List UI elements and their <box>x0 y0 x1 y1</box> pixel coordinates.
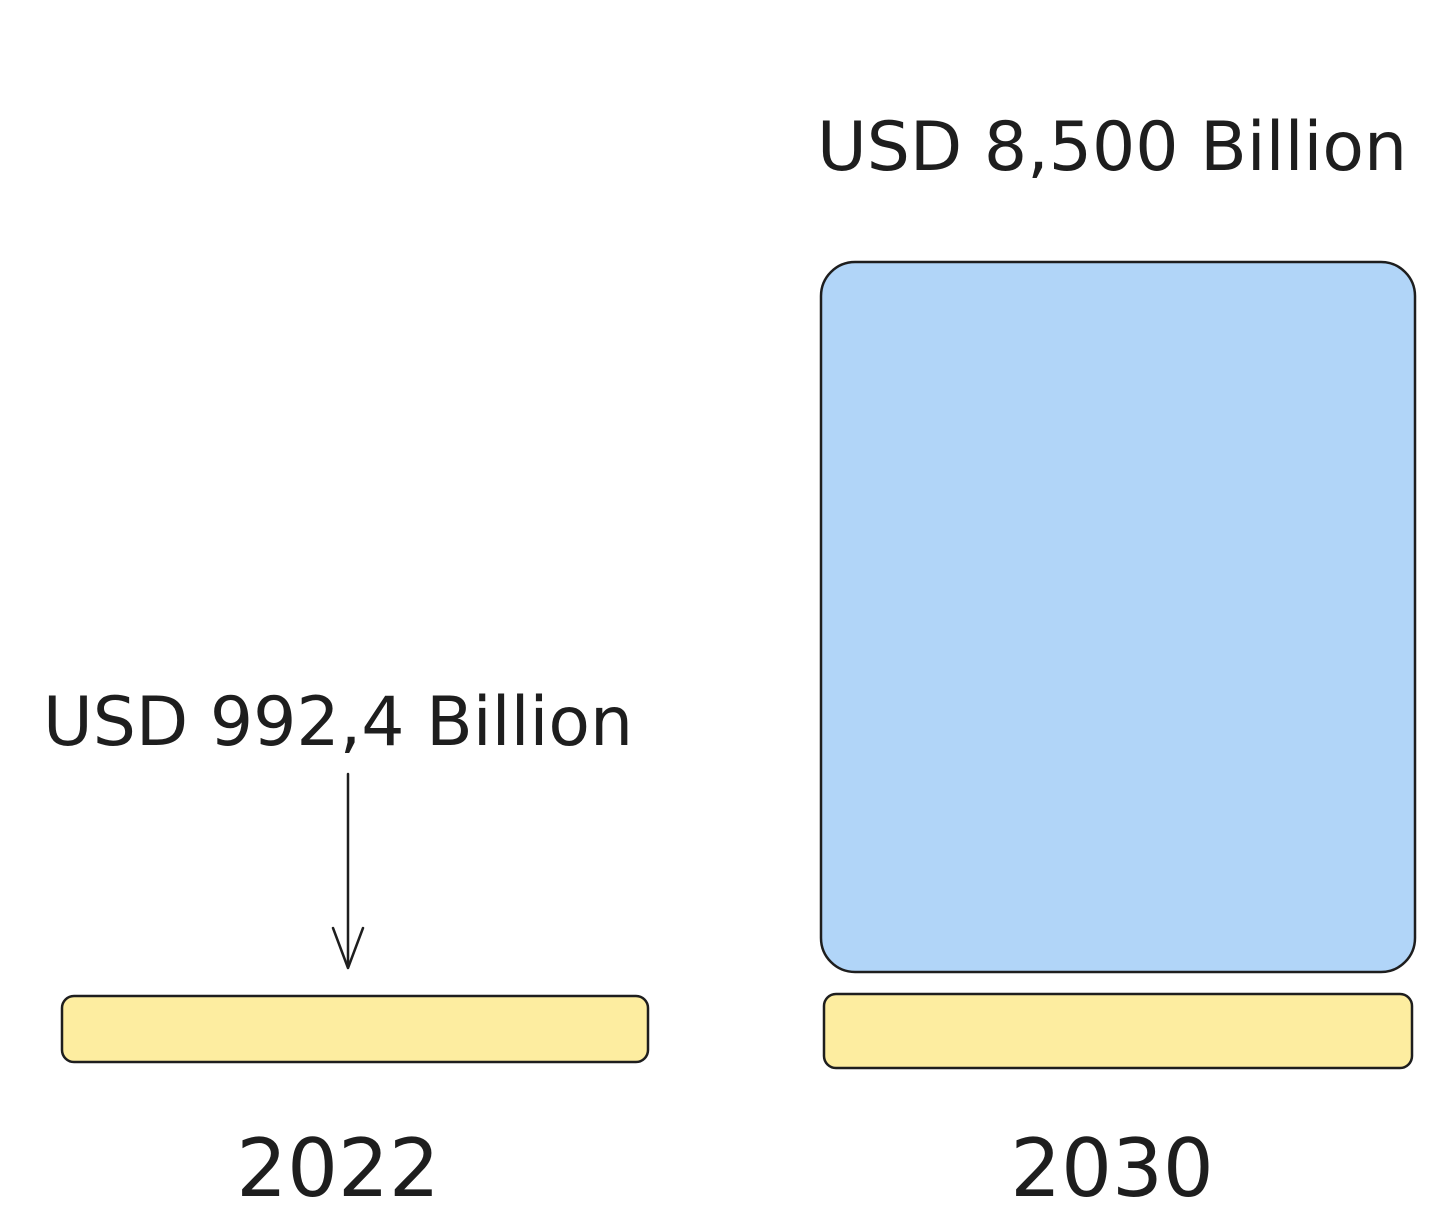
value-bar-2030 <box>819 260 1417 974</box>
base-bar-2022 <box>60 994 650 1064</box>
value-label-2030: USD 8,500 Billion <box>817 108 1407 187</box>
category-label-2022: 2022 <box>236 1122 440 1215</box>
value-label-2022: USD 992,4 Billion <box>43 683 633 762</box>
labels-layer: USD 992,4 Billion 2022 USD 8,500 Billion 20… <box>43 108 1407 1215</box>
bars-layer <box>60 260 1417 1070</box>
category-label-2030: 2030 <box>1010 1122 1214 1215</box>
arrow-head <box>331 926 365 970</box>
base-bar-2030 <box>822 992 1414 1070</box>
